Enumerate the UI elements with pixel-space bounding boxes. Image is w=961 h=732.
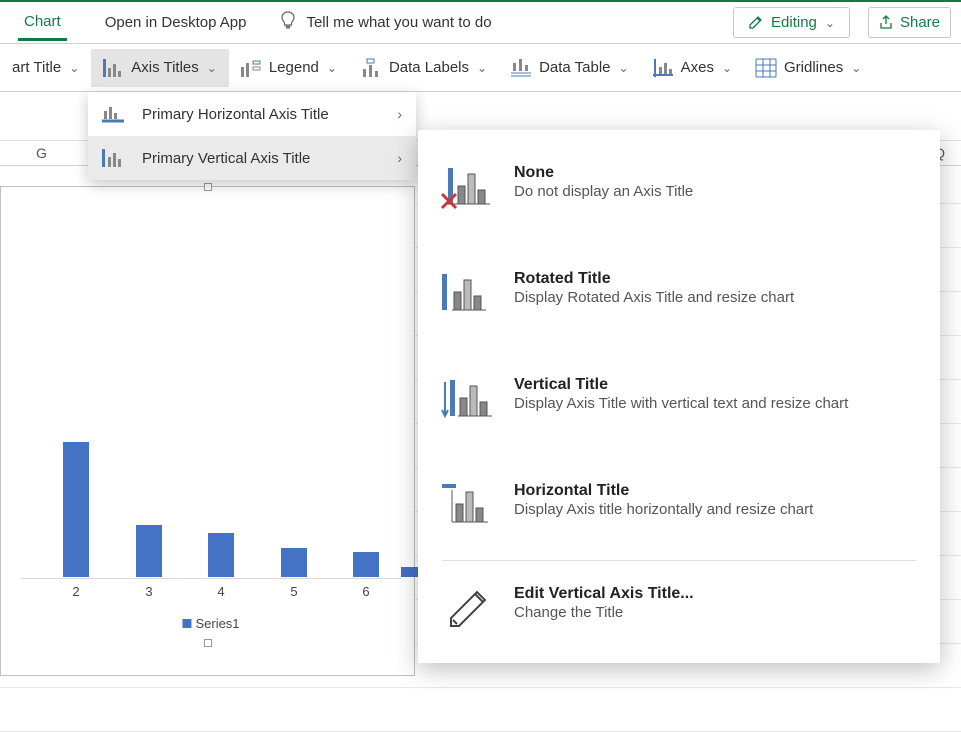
open-desktop-app[interactable]: Open in Desktop App <box>105 14 247 31</box>
data-table-icon <box>511 59 531 77</box>
vertical-axis-title-submenu: None Do not display an Axis Title Rotate… <box>418 130 940 663</box>
horizontal-axis-icon <box>102 105 128 123</box>
option-title: None <box>514 164 916 182</box>
menu-label: Primary Vertical Axis Title <box>142 150 310 167</box>
chevron-down-icon: ⌄ <box>69 61 79 75</box>
col-header-g[interactable]: G <box>36 145 47 161</box>
gridlines-icon <box>756 59 776 77</box>
axis-titles-icon <box>103 59 123 77</box>
chart-bar[interactable] <box>208 533 234 577</box>
option-desc: Display Rotated Axis Title and resize ch… <box>514 289 916 306</box>
option-edit-vertical-axis-title[interactable]: Edit Vertical Axis Title... Change the T… <box>442 585 916 633</box>
axis-titles-submenu: Primary Horizontal Axis Title › Primary … <box>88 92 416 180</box>
chart-title-dropdown[interactable]: art Title⌄ <box>0 49 91 86</box>
x-axis-label: 6 <box>362 584 369 599</box>
option-desc: Display Axis title horizontally and resi… <box>514 501 916 518</box>
tab-chart[interactable]: Chart <box>18 4 67 41</box>
option-title: Rotated Title <box>514 270 916 288</box>
option-title: Horizontal Title <box>514 482 916 500</box>
chart-bar[interactable] <box>353 552 379 577</box>
legend-icon <box>241 59 261 77</box>
legend-swatch <box>182 619 191 628</box>
chart-plot-area[interactable]: 23456 Series1 <box>21 302 401 597</box>
data-labels-icon <box>361 59 381 77</box>
option-desc: Do not display an Axis Title <box>514 183 916 200</box>
chart-legend[interactable]: Series1 <box>182 616 239 631</box>
chevron-down-icon: ⌄ <box>722 61 732 75</box>
chevron-down-icon: ⌄ <box>207 61 217 75</box>
share-icon <box>879 15 894 30</box>
data-labels-dropdown[interactable]: Data Labels⌄ <box>349 49 499 87</box>
option-none[interactable]: None Do not display an Axis Title <box>442 164 916 212</box>
option-horizontal-title[interactable]: Horizontal Title Display Axis title hori… <box>442 482 916 530</box>
chevron-down-icon: ⌄ <box>477 61 487 75</box>
title-tab-row: Chart Open in Desktop App Tell me what y… <box>0 2 961 44</box>
chevron-right-icon: › <box>397 106 402 122</box>
chart-bar[interactable] <box>136 525 162 577</box>
option-desc: Display Axis Title with vertical text an… <box>514 395 916 412</box>
chevron-down-icon: ⌄ <box>619 61 629 75</box>
share-button[interactable]: Share <box>868 7 951 38</box>
tell-me-search[interactable]: Tell me what you want to do <box>280 11 491 34</box>
horizontal-icon <box>442 482 494 530</box>
gridlines-dropdown[interactable]: Gridlines⌄ <box>744 49 873 87</box>
none-icon <box>442 164 494 212</box>
option-title: Vertical Title <box>514 376 916 394</box>
data-table-dropdown[interactable]: Data Table⌄ <box>499 49 641 87</box>
x-axis-label: 4 <box>217 584 224 599</box>
pencil-icon <box>748 15 763 30</box>
axis-titles-dropdown[interactable]: Axis Titles⌄ <box>91 49 229 87</box>
x-axis-label: 2 <box>72 584 79 599</box>
option-title: Edit Vertical Axis Title... <box>514 585 916 603</box>
chevron-down-icon: ⌄ <box>327 61 337 75</box>
menu-primary-horizontal-axis-title[interactable]: Primary Horizontal Axis Title › <box>88 92 416 136</box>
editing-label: Editing <box>771 14 817 31</box>
option-rotated-title[interactable]: Rotated Title Display Rotated Axis Title… <box>442 270 916 318</box>
editing-mode-button[interactable]: Editing ⌄ <box>733 7 850 38</box>
chart-ribbon: art Title⌄ Axis Titles⌄ Legend⌄ Data Lab… <box>0 44 961 92</box>
chevron-right-icon: › <box>397 150 402 166</box>
x-axis-label: 3 <box>145 584 152 599</box>
x-axis-label: 5 <box>290 584 297 599</box>
resize-handle-top[interactable] <box>204 183 212 191</box>
chevron-down-icon: ⌄ <box>825 16 835 30</box>
embedded-chart[interactable]: 2 3 4 5 6 Series1 <box>0 186 415 676</box>
vertical-axis-icon <box>102 149 128 167</box>
chart-bar[interactable] <box>63 442 89 577</box>
pencil-icon <box>442 585 494 633</box>
axes-dropdown[interactable]: Axes⌄ <box>641 49 744 87</box>
rotated-icon <box>442 270 494 318</box>
chart-bar[interactable] <box>281 548 307 577</box>
tell-me-label: Tell me what you want to do <box>306 14 491 31</box>
option-desc: Change the Title <box>514 604 916 621</box>
menu-label: Primary Horizontal Axis Title <box>142 106 329 123</box>
axes-icon <box>653 59 673 77</box>
share-label: Share <box>900 14 940 31</box>
vertical-icon <box>442 376 494 424</box>
menu-primary-vertical-axis-title[interactable]: Primary Vertical Axis Title › <box>88 136 416 180</box>
legend-dropdown[interactable]: Legend⌄ <box>229 49 349 87</box>
chevron-down-icon: ⌄ <box>851 61 861 75</box>
legend-label: Series1 <box>195 616 239 631</box>
option-vertical-title[interactable]: Vertical Title Display Axis Title with v… <box>442 376 916 424</box>
resize-handle-bottom[interactable] <box>204 639 212 647</box>
lightbulb-icon <box>280 11 296 34</box>
